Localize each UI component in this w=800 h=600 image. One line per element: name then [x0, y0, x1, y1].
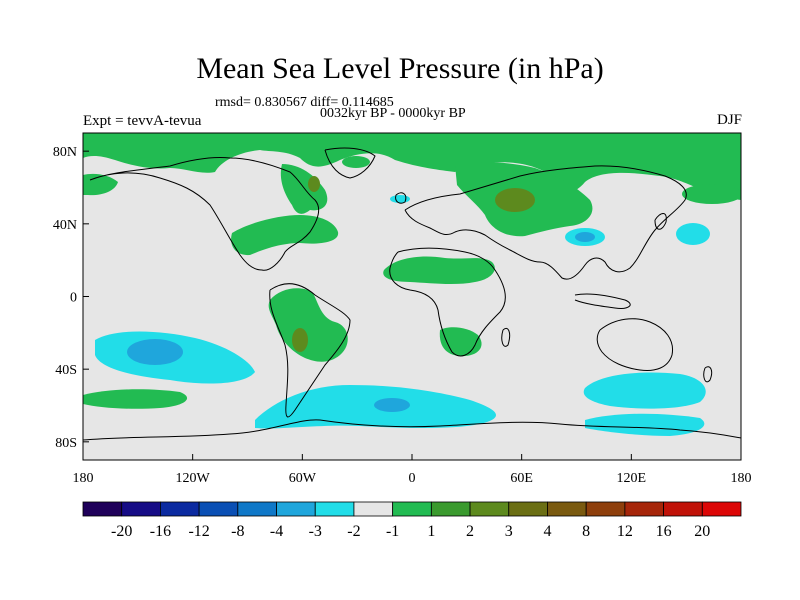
colorbar-label: -3	[309, 523, 322, 540]
colorbar-swatch	[121, 501, 161, 517]
x-tick-label: 60W	[289, 471, 317, 486]
australia-south-blue	[585, 413, 705, 436]
north-africa-green	[383, 256, 495, 285]
colorbar-label: -8	[231, 523, 244, 540]
colorbar-label: -4	[270, 523, 283, 540]
madagascar-coast	[501, 327, 511, 347]
colorbar: -20 -16 -12 -8 -4 -3 -2 -1 1 2 3 4 8 12 16 20	[82, 501, 742, 540]
south-america-coast	[269, 283, 351, 418]
colorbar-swatch	[82, 501, 123, 517]
south-indian-blue	[583, 372, 706, 409]
x-axis: 180 120W 60W 0 60E 120E 180	[73, 454, 752, 486]
uk-coast	[395, 192, 407, 204]
map-title: Mean Sea Level Pressure (in hPa)	[196, 52, 604, 85]
colorbar-swatch	[392, 501, 432, 517]
colorbar-swatch	[663, 501, 703, 517]
x-tick-label: 120E	[617, 471, 647, 486]
x-tick-label: 0	[409, 471, 416, 486]
sa-dark-green	[292, 328, 308, 352]
southern-ocean-core	[374, 398, 410, 412]
east-pacific-green-patch	[682, 184, 741, 204]
colorbar-label: 16	[656, 523, 672, 540]
colorbar-swatch	[469, 501, 510, 517]
tibet-core	[575, 232, 595, 242]
colorbar-swatch	[160, 501, 200, 517]
strong-positive-regions	[292, 176, 535, 352]
x-tick-label: 180	[73, 471, 94, 486]
y-tick-label: 80S	[55, 436, 77, 451]
colorbar-label: 1	[427, 523, 435, 540]
south-pacific-core	[127, 339, 183, 365]
colorbar-swatch	[353, 501, 394, 517]
new-zealand-coast	[703, 366, 713, 383]
colorbar-swatch	[430, 501, 471, 517]
colorbar-label: 12	[617, 523, 633, 540]
japan-coast	[654, 213, 667, 230]
siberia-dark-green	[495, 188, 535, 212]
north-america-coast	[89, 157, 320, 271]
colorbar-swatch	[585, 501, 626, 517]
antarctica-coast	[83, 419, 741, 441]
africa-coast	[389, 247, 506, 357]
south-america-green	[268, 288, 348, 362]
indonesia-coast	[574, 293, 631, 309]
colorbar-swatch	[198, 501, 239, 517]
colorbar-swatch	[314, 501, 355, 517]
atlantic-green	[231, 215, 339, 256]
y-tick-label: 40S	[55, 363, 77, 378]
colorbar-swatch	[276, 501, 316, 517]
greenland-coast	[324, 147, 376, 179]
colorbar-swatch	[624, 501, 664, 517]
coastlines	[83, 147, 741, 441]
colorbar-swatch	[701, 501, 742, 517]
australia-coast	[596, 318, 674, 371]
x-tick-label: 60E	[510, 471, 533, 486]
colorbar-label: -2	[347, 523, 360, 540]
colorbar-swatch	[547, 501, 587, 517]
x-tick-label: 180	[731, 471, 752, 486]
y-tick-label: 0	[70, 291, 77, 306]
north-atlantic-blue	[390, 195, 410, 203]
period-label: 0032kyr BP - 0000kyr BP	[320, 106, 466, 121]
map-field	[83, 133, 741, 460]
colorbar-swatch	[237, 501, 277, 517]
stats-label: rmsd= 0.830567 diff= 0.114685	[215, 95, 394, 110]
y-axis: 80N 40N 0 40S 80S	[53, 145, 89, 451]
strong-negative-regions	[127, 232, 595, 412]
x-tick-label: 120W	[176, 471, 211, 486]
colorbar-label: 4	[543, 523, 551, 540]
y-tick-label: 40N	[53, 218, 77, 233]
colorbar-label: 2	[466, 523, 474, 540]
south-pacific-green	[83, 389, 188, 409]
atlantic-green-patch	[342, 156, 370, 168]
pacific-blue	[676, 223, 710, 245]
y-tick-label: 80N	[53, 145, 77, 160]
arctic-green-region	[83, 133, 741, 200]
positive-anomaly-regions	[83, 133, 741, 409]
colorbar-label: -16	[150, 523, 171, 540]
colorbar-swatch	[508, 501, 548, 517]
colorbar-label: -20	[111, 523, 132, 540]
na-dark-green	[308, 176, 320, 192]
experiment-label: Expt = tevvA-tevua	[83, 113, 202, 129]
eurasia-coast	[404, 165, 687, 280]
colorbar-label: -12	[188, 523, 209, 540]
colorbar-label: 8	[582, 523, 590, 540]
colorbar-label: -1	[386, 523, 399, 540]
colorbar-label: 3	[505, 523, 513, 540]
season-label: DJF	[716, 112, 742, 128]
colorbar-label: 20	[694, 523, 710, 540]
